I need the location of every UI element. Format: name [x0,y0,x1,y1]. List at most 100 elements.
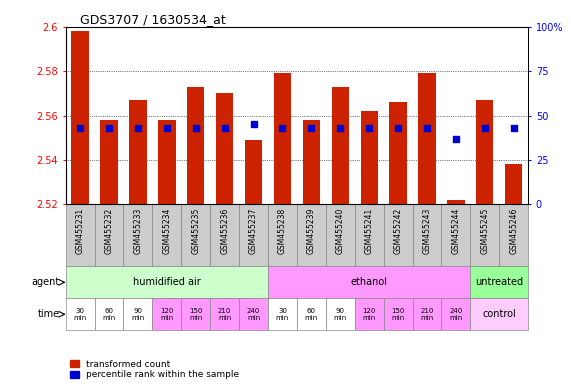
Point [162,125,171,131]
Bar [123,204,152,266]
Bar [66,298,95,330]
Bar [326,298,355,330]
Point [220,125,229,131]
Bar [129,100,147,204]
Text: 120
min: 120 min [160,308,174,321]
Bar [245,140,262,204]
Text: 60
min: 60 min [102,308,116,321]
Text: GSM455242: GSM455242 [393,207,403,254]
Bar [326,204,355,266]
Bar [297,204,326,266]
Bar [216,93,234,204]
Text: 90
min: 90 min [131,308,144,321]
Bar [505,164,522,204]
Bar [158,120,175,204]
Text: 210
min: 210 min [218,308,231,321]
Bar [471,298,528,330]
Bar [268,266,471,298]
Bar [384,298,413,330]
Text: GSM455232: GSM455232 [104,207,114,254]
Bar [239,204,268,266]
Point [451,136,460,142]
Bar [187,87,204,204]
Text: 30
min: 30 min [276,308,289,321]
Text: 210
min: 210 min [420,308,434,321]
Bar [384,204,413,266]
Text: GSM455246: GSM455246 [509,207,518,254]
Text: agent: agent [31,277,60,287]
Text: GSM455234: GSM455234 [162,207,171,254]
Text: time: time [38,309,60,319]
Bar [210,298,239,330]
Bar [447,200,465,204]
Text: 240
min: 240 min [449,308,463,321]
Bar [303,120,320,204]
Legend: transformed count, percentile rank within the sample: transformed count, percentile rank withi… [70,360,240,379]
Text: 150
min: 150 min [189,308,203,321]
Bar [389,102,407,204]
Bar [152,204,182,266]
Text: GSM455238: GSM455238 [278,207,287,254]
Point [336,125,345,131]
Bar [210,204,239,266]
Text: GSM455235: GSM455235 [191,207,200,254]
Point [249,121,258,127]
Text: GSM455243: GSM455243 [423,207,432,254]
Bar [268,204,297,266]
Text: GSM455244: GSM455244 [452,207,460,254]
Text: GDS3707 / 1630534_at: GDS3707 / 1630534_at [79,13,226,26]
Bar [274,73,291,204]
Bar [123,298,152,330]
Text: GSM455236: GSM455236 [220,207,229,254]
Point [480,125,489,131]
Text: GSM455239: GSM455239 [307,207,316,254]
Bar [100,120,118,204]
Point [104,125,114,131]
Text: GSM455240: GSM455240 [336,207,345,254]
Text: 60
min: 60 min [305,308,318,321]
Text: 90
min: 90 min [333,308,347,321]
Bar [471,204,499,266]
Bar [297,298,326,330]
Bar [182,298,210,330]
Point [365,125,374,131]
Bar [268,298,297,330]
Text: 240
min: 240 min [247,308,260,321]
Text: GSM455245: GSM455245 [480,207,489,254]
Bar [419,73,436,204]
Bar [476,100,493,204]
Bar [66,266,268,298]
Bar [332,87,349,204]
Text: 120
min: 120 min [363,308,376,321]
Bar [355,204,384,266]
Point [423,125,432,131]
Text: ethanol: ethanol [351,277,388,287]
Bar [499,204,528,266]
Bar [152,298,182,330]
Bar [95,298,123,330]
Bar [441,298,471,330]
Text: 150
min: 150 min [391,308,405,321]
Bar [360,111,378,204]
Text: GSM455231: GSM455231 [75,207,85,254]
Text: control: control [482,309,516,319]
Text: GSM455233: GSM455233 [134,207,142,254]
Text: untreated: untreated [475,277,524,287]
Point [191,125,200,131]
Point [307,125,316,131]
Bar [239,298,268,330]
Bar [471,266,528,298]
Point [134,125,143,131]
Point [509,125,518,131]
Bar [71,31,89,204]
Text: GSM455241: GSM455241 [365,207,373,254]
Text: GSM455237: GSM455237 [249,207,258,254]
Bar [441,204,471,266]
Bar [413,204,441,266]
Point [393,125,403,131]
Bar [355,298,384,330]
Text: humidified air: humidified air [133,277,201,287]
Point [75,125,85,131]
Text: 30
min: 30 min [74,308,87,321]
Bar [413,298,441,330]
